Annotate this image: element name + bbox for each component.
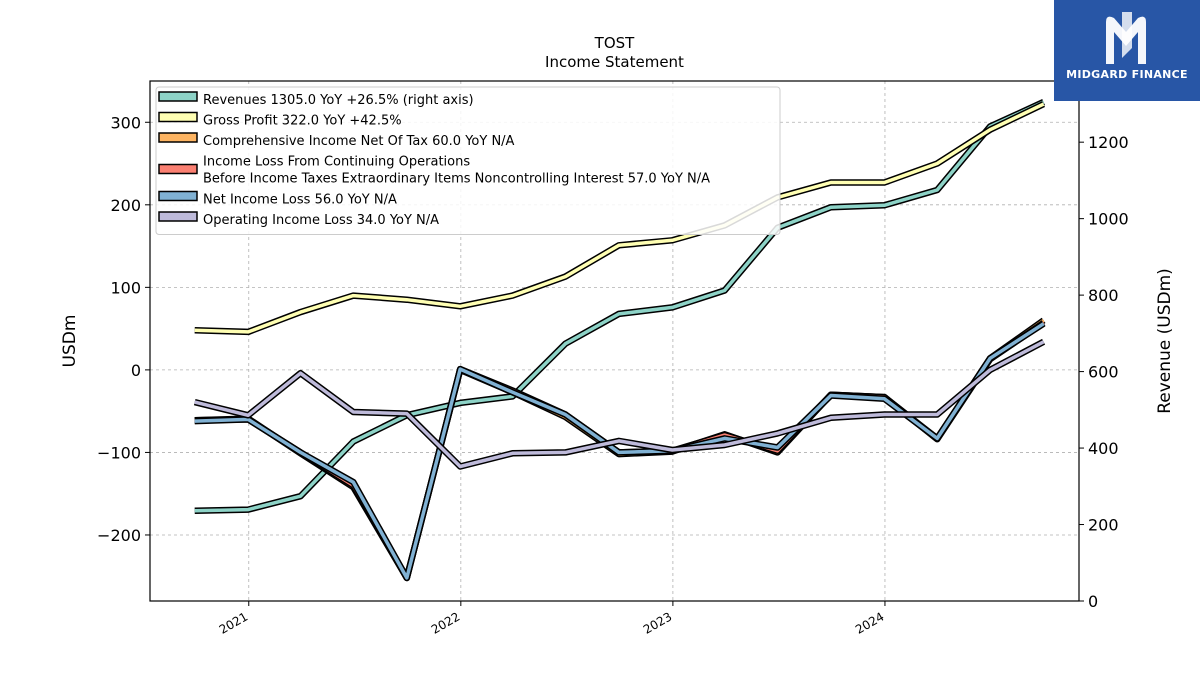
y-right-tick-label: 200 (1088, 516, 1119, 535)
legend-swatch (158, 211, 198, 222)
legend-label: Before Income Taxes Extraordinary Items … (203, 172, 710, 187)
y-right-tick-label: 0 (1088, 592, 1098, 611)
x-tick-label: 2022 (429, 609, 462, 636)
brand-name: MIDGARD FINANCE (1066, 68, 1188, 81)
legend-label: Net Income Loss 56.0 YoY N/A (203, 193, 397, 208)
legend-swatch (158, 91, 198, 102)
x-tick-label: 2024 (853, 609, 886, 636)
y-axis-label-right: Revenue (USDm) (1155, 268, 1175, 414)
y-right-tick-label: 400 (1088, 439, 1119, 458)
y-left-tick-label: 100 (110, 278, 141, 297)
legend: Revenues 1305.0 YoY +26.5% (right axis) G… (155, 86, 781, 235)
y-left-tick-label: 200 (110, 196, 141, 215)
brand-logo: MIDGARD FINANCE (1054, 0, 1200, 101)
y-right-tick-label: 1000 (1088, 210, 1129, 229)
series-line-gross-profit (194, 102, 1045, 334)
y-left-tick-label: −100 (97, 443, 141, 462)
chart-title: Income Statement (545, 53, 684, 71)
legend-swatch (158, 111, 198, 123)
legend-label: Operating Income Loss 34.0 YoY N/A (203, 213, 439, 228)
midgard-logo-icon (1106, 12, 1146, 65)
legend-label: Gross Profit 322.0 YoY +42.5% (203, 114, 402, 129)
y-right-tick-label: 1200 (1088, 133, 1129, 152)
legend-swatch (158, 190, 198, 202)
series-line-net-income-loss (194, 322, 1045, 580)
legend-label: Comprehensive Income Net Of Tax 60.0 YoY… (203, 134, 515, 149)
y-axis-label-left: USDm (60, 315, 80, 368)
y-left-tick-label: 300 (110, 113, 141, 132)
y-left-tick-label: −200 (97, 526, 141, 545)
chart-ticker: TOST (594, 34, 635, 52)
legend-swatch (158, 132, 198, 143)
series-outline-operating-income-loss (193, 338, 1046, 470)
y-left-tick-label: 0 (131, 361, 141, 380)
y-right-tick-label: 600 (1088, 363, 1119, 382)
y-right-tick-label: 800 (1088, 286, 1119, 305)
plot-frame (149, 80, 1080, 602)
series-line-revenues (194, 100, 1045, 513)
legend-box (155, 86, 781, 235)
legend-label: Income Loss From Continuing Operations (203, 155, 470, 170)
legend-swatch (158, 163, 198, 175)
series-line-operating-income-loss (194, 340, 1045, 469)
x-tick-label: 2023 (641, 609, 674, 636)
legend-label: Revenues 1305.0 YoY +26.5% (right axis) (203, 93, 474, 108)
x-tick-label: 2021 (217, 609, 250, 636)
